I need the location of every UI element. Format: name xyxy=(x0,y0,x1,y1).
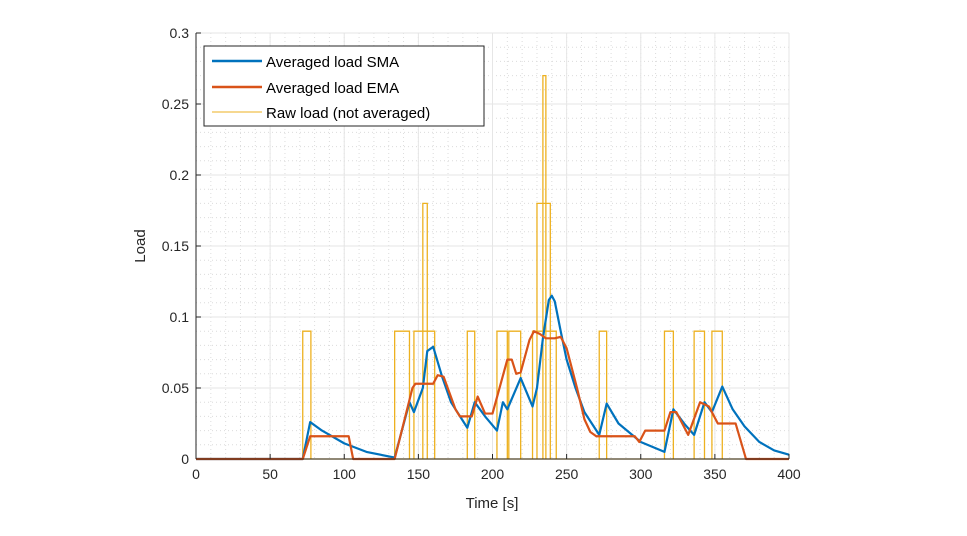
raw-load-pulse xyxy=(542,74,547,459)
x-axis-label: Time [s] xyxy=(466,495,519,512)
sma-line xyxy=(196,294,790,461)
y-tick-label: 0 xyxy=(181,451,189,467)
raw-load-pulse xyxy=(413,330,436,459)
raw-load-pulse xyxy=(598,330,608,459)
x-tick-label: 350 xyxy=(703,466,727,482)
legend-label-sma: Averaged load SMA xyxy=(266,54,399,71)
y-tick-label: 0.2 xyxy=(170,167,190,183)
y-tick-label: 0.1 xyxy=(170,309,190,325)
raw-load-pulse xyxy=(508,330,522,459)
x-tick-label: 250 xyxy=(555,466,579,482)
raw-load-pulse xyxy=(394,330,411,459)
ema-line xyxy=(196,330,789,461)
x-tick-label: 0 xyxy=(192,466,200,482)
y-tick-label: 0.3 xyxy=(170,25,190,41)
x-tick-label: 300 xyxy=(629,466,653,482)
y-tick-label: 0.15 xyxy=(162,238,189,254)
y-tick-label: 0.05 xyxy=(162,380,189,396)
raw-load-pulse xyxy=(466,330,476,459)
plot-area xyxy=(196,74,790,461)
x-tick-label: 50 xyxy=(262,466,278,482)
x-tick-label: 100 xyxy=(333,466,357,482)
y-tick-label: 0.25 xyxy=(162,96,189,112)
raw-load-pulse xyxy=(663,330,675,459)
y-axis-label: Load xyxy=(132,229,149,262)
legend-label-ema: Averaged load EMA xyxy=(266,80,399,97)
x-tick-label: 200 xyxy=(481,466,505,482)
x-tick-label: 150 xyxy=(407,466,431,482)
raw-load-pulse xyxy=(422,202,428,459)
axes: 0 50 100 150 200 250 300 350 400 0 0.05 0.1 0.15 0.2 0… xyxy=(162,25,801,482)
raw-load-pulse xyxy=(302,330,312,459)
legend-label-raw: Raw load (not averaged) xyxy=(266,105,430,122)
raw-load-pulse xyxy=(711,330,723,459)
raw-load-pulse xyxy=(693,330,706,459)
legend: Averaged load SMA Averaged load EMA Raw … xyxy=(203,45,485,127)
raw-load-pulse xyxy=(536,202,551,459)
x-tick-label: 400 xyxy=(777,466,801,482)
